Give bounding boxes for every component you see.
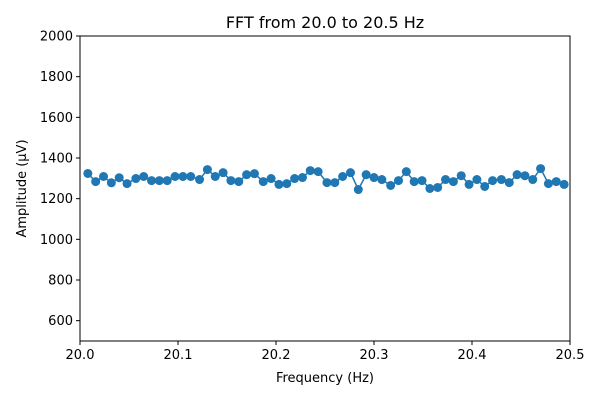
data-point [361, 170, 371, 180]
data-point [464, 179, 474, 189]
data-point [106, 178, 116, 188]
data-point [330, 178, 340, 188]
data-point [305, 166, 315, 176]
data-point [99, 172, 109, 182]
data-point [448, 177, 458, 187]
x-tick-label: 20.4 [458, 348, 487, 363]
data-point [282, 179, 292, 189]
data-point [472, 175, 482, 185]
plot-frame [79, 35, 571, 342]
data-point [170, 172, 180, 182]
data-point [162, 176, 172, 186]
data-point [91, 177, 101, 187]
x-tick-label: 20.0 [66, 348, 95, 363]
data-point [83, 168, 93, 178]
data-point [488, 176, 498, 186]
data-point [274, 179, 284, 189]
x-tick-label: 20.3 [360, 348, 389, 363]
y-tick-label: 1200 [40, 192, 73, 207]
data-point [456, 171, 466, 181]
y-axis-label: Amplitude (µV) [15, 139, 30, 237]
data-point [480, 181, 490, 191]
x-tick-label: 20.1 [164, 348, 193, 363]
y-tick-label: 1000 [40, 233, 73, 248]
data-point [417, 176, 427, 186]
y-tick-label: 600 [48, 314, 73, 329]
data-point [345, 168, 355, 178]
data-point [139, 172, 149, 182]
data-point [266, 174, 276, 184]
y-tick-label: 1400 [40, 152, 73, 167]
y-tick-label: 2000 [40, 30, 73, 45]
data-point [131, 174, 141, 184]
data-point [504, 178, 514, 188]
data-point [386, 180, 396, 190]
data-point [496, 175, 506, 185]
data-point [377, 175, 387, 185]
data-point [178, 172, 188, 182]
data-point [338, 172, 348, 182]
chart-title: FFT from 20.0 to 20.5 Hz [226, 13, 424, 32]
data-point [551, 177, 561, 187]
data-point [409, 177, 419, 187]
data-point [258, 177, 268, 187]
data-point [394, 176, 403, 186]
data-point [210, 172, 220, 182]
data-point [234, 177, 244, 187]
data-point [528, 175, 538, 185]
y-tick-label: 1600 [40, 111, 73, 126]
data-point [313, 167, 323, 177]
data-point [441, 175, 451, 185]
data-point [218, 168, 228, 178]
data-point [536, 164, 546, 174]
data-point [147, 176, 157, 186]
data-point [401, 167, 411, 177]
x-axis-label: Frequency (Hz) [276, 371, 374, 386]
data-point [297, 173, 307, 183]
data-point [322, 178, 332, 188]
data-point [154, 176, 164, 186]
data-point [512, 170, 522, 180]
data-point [520, 171, 530, 181]
data-point [433, 182, 443, 192]
data-point [559, 179, 569, 189]
data-point [114, 173, 124, 183]
x-tick-label: 20.2 [262, 348, 291, 363]
data-point [543, 179, 553, 189]
data-point [369, 173, 379, 183]
data-point [202, 165, 212, 175]
y-tick-label: 1800 [40, 70, 73, 85]
data-point [353, 185, 363, 195]
data-point [226, 176, 236, 186]
data-point [195, 175, 205, 185]
data-point [249, 169, 259, 179]
data-point [290, 174, 300, 184]
data-point [122, 179, 132, 189]
x-tick-label: 20.5 [556, 348, 585, 363]
y-tick-label: 800 [48, 274, 73, 289]
data-point [242, 170, 252, 180]
data-point [186, 172, 196, 182]
data-point [425, 184, 435, 193]
